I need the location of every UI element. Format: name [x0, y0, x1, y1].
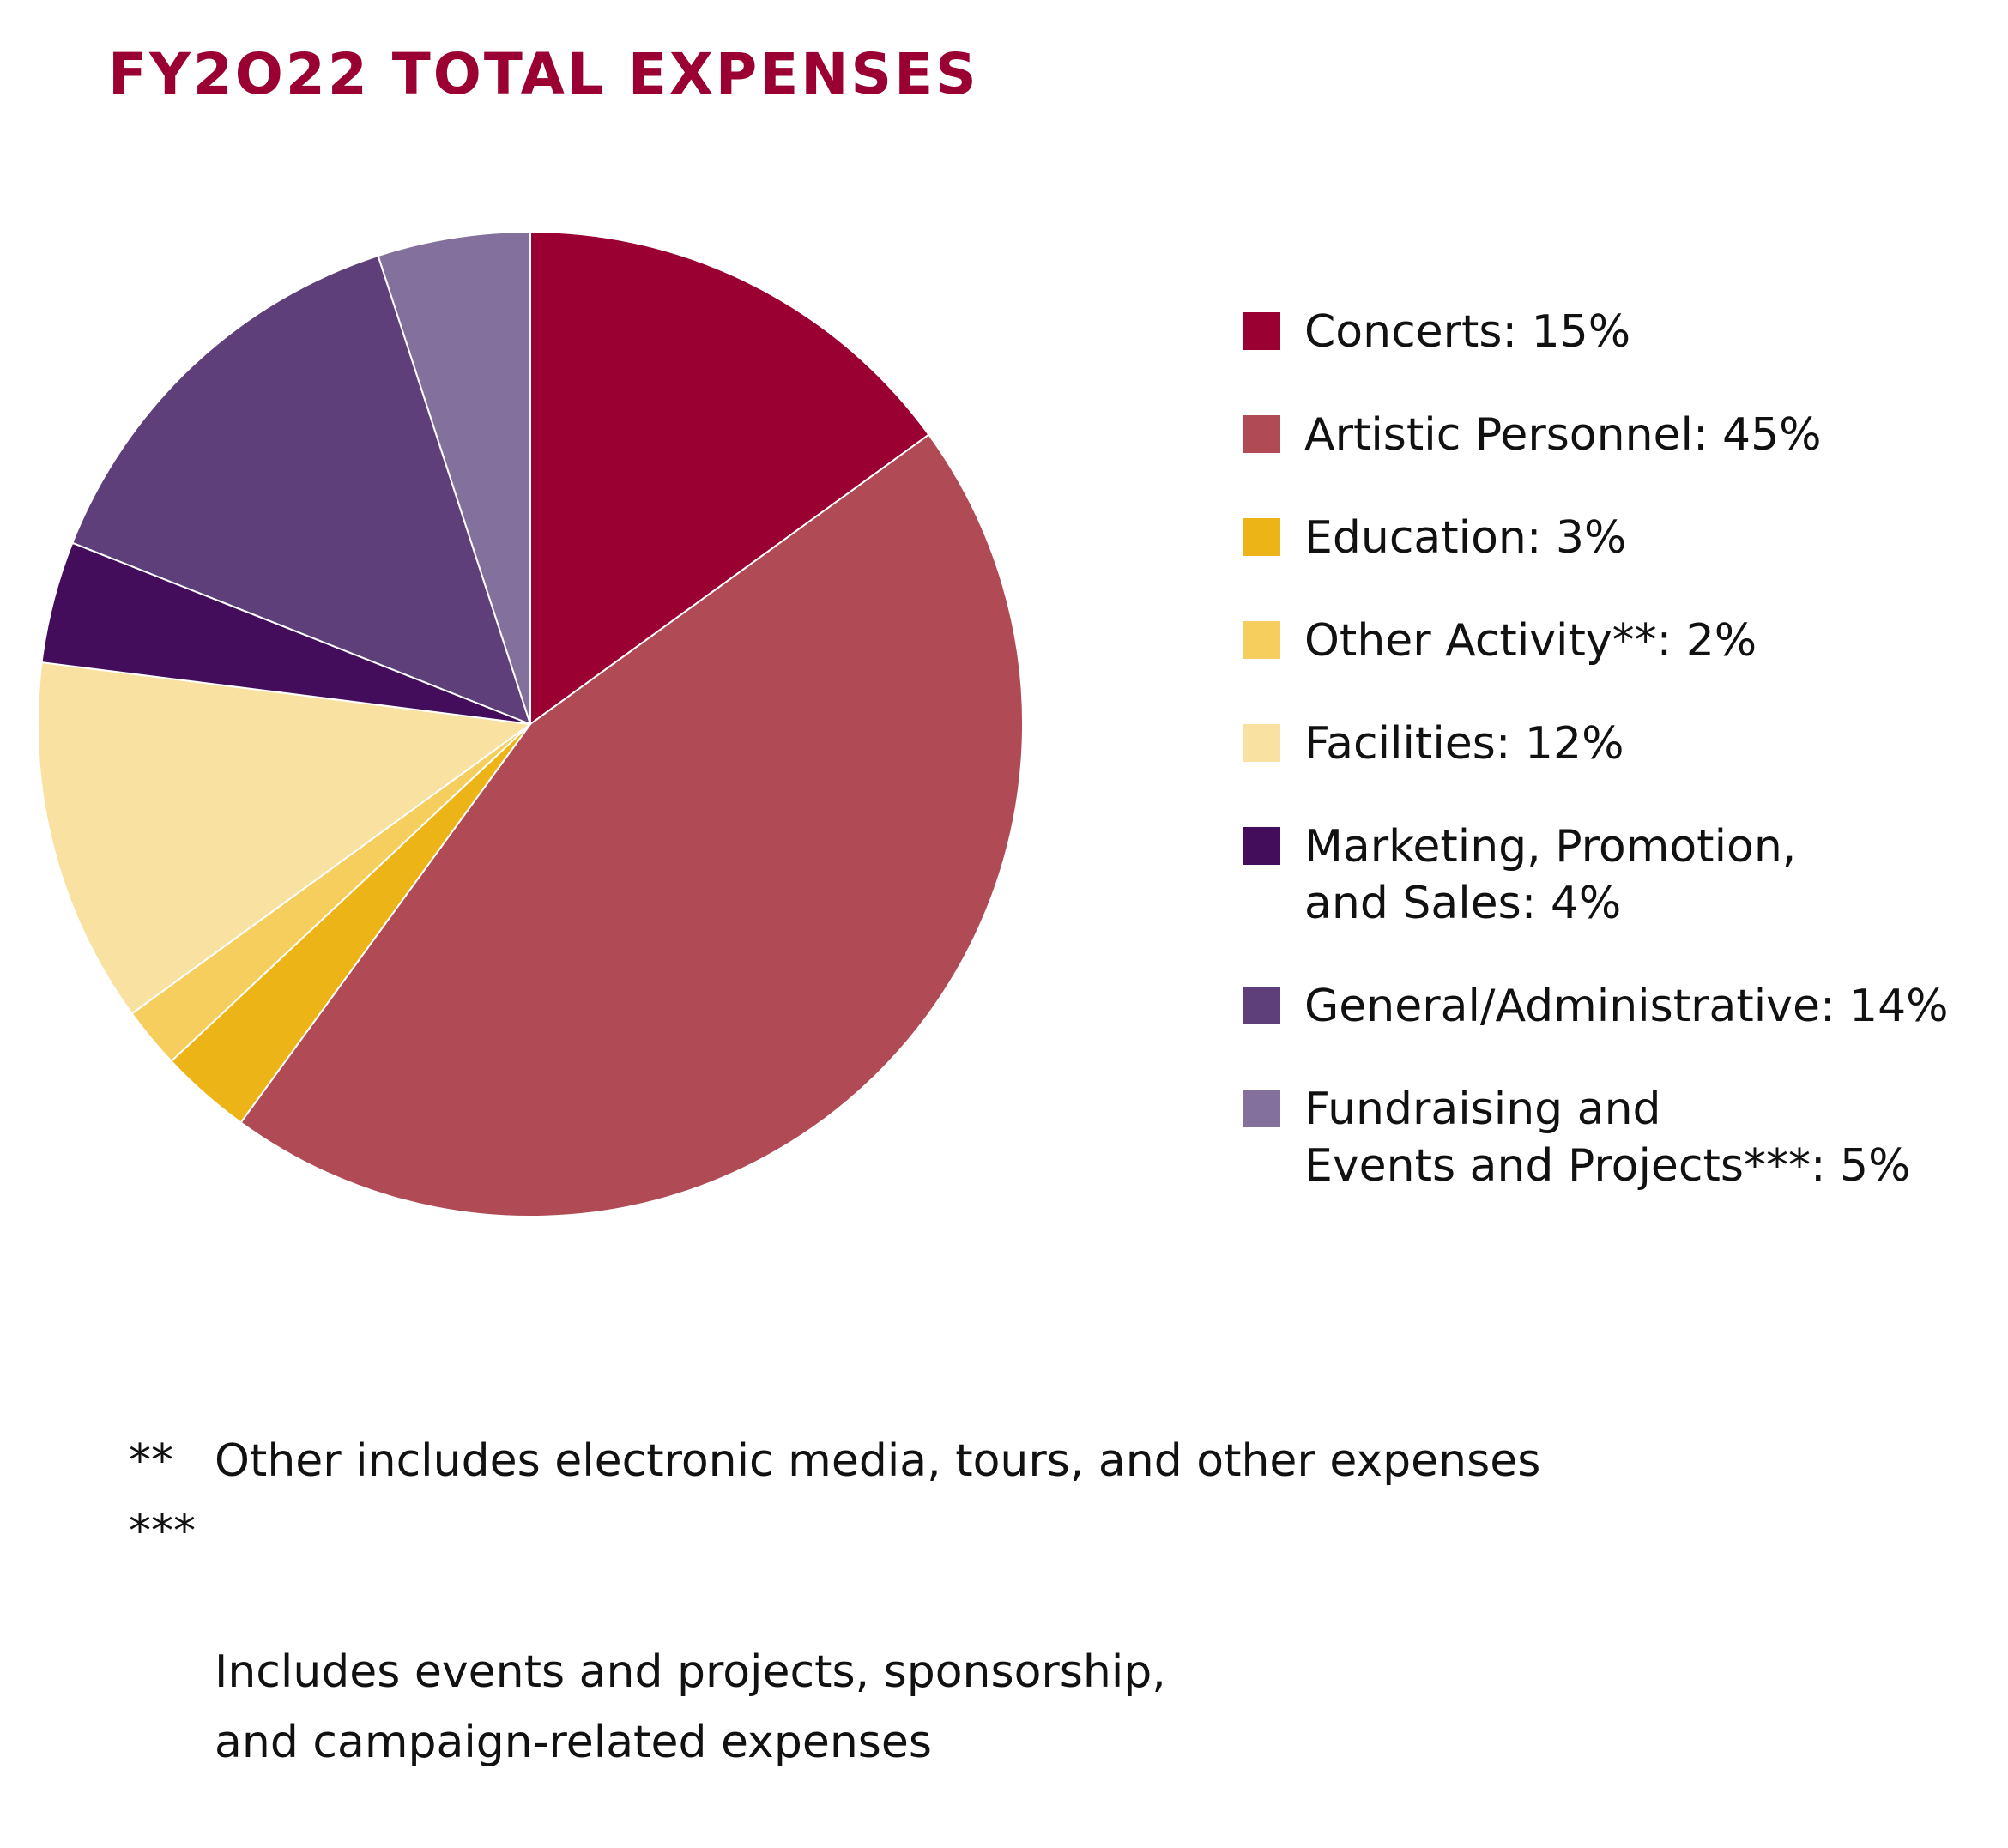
footnote-mark: *** — [129, 1506, 196, 1557]
legend-label-fundraising: Fundraising and Events and Projects***: … — [1304, 1084, 1911, 1192]
chart-title: FY2O22 TOTAL EXPENSES — [108, 41, 979, 107]
legend-swatch-artistic-personnel — [1243, 415, 1280, 453]
footnote-mark: ** — [129, 1435, 173, 1487]
legend-label-education: Education: 3% — [1304, 512, 1627, 564]
legend-swatch-general-administrative — [1243, 987, 1280, 1024]
pie-slice-facilities — [37, 661, 531, 1015]
footnote-text: Other includes electronic media, tours, … — [215, 1435, 1541, 1487]
legend-swatch-education — [1243, 518, 1280, 556]
pie-slice-artistic-personnel — [239, 433, 1025, 1218]
legend-swatch-facilities — [1243, 724, 1280, 762]
pie-slice-fundraising-and-events-and-projects — [377, 231, 531, 725]
footnotes: ** Other includes electronic media, tour… — [129, 1426, 1931, 1848]
legend-label-concerts: Concerts: 15% — [1304, 306, 1631, 358]
legend-label-facilities: Facilities: 12% — [1304, 718, 1624, 770]
footnote-includes: *** Includes events and projects, sponso… — [129, 1496, 1931, 1848]
footnote-other: ** Other includes electronic media, tour… — [129, 1426, 1931, 1496]
legend-label-marketing: Marketing, Promotion, and Sales: 4% — [1304, 821, 1797, 929]
legend-label-artistic-personnel: Artistic Personnel: 45% — [1304, 409, 1822, 461]
legend-swatch-concerts — [1243, 312, 1280, 350]
legend-swatch-other-activity — [1243, 621, 1280, 659]
footnote-text: Includes events and projects, sponsorshi… — [215, 1646, 1166, 1768]
legend-label-other-activity: Other Activity**: 2% — [1304, 615, 1757, 667]
legend-label-general-administrative: General/Administrative: 14% — [1304, 981, 1949, 1032]
legend-swatch-fundraising — [1243, 1090, 1280, 1127]
legend-swatch-marketing — [1243, 827, 1280, 865]
pie-chart — [0, 0, 1073, 1287]
pie-slice-concerts — [529, 231, 930, 725]
pie-svg — [37, 231, 1025, 1218]
